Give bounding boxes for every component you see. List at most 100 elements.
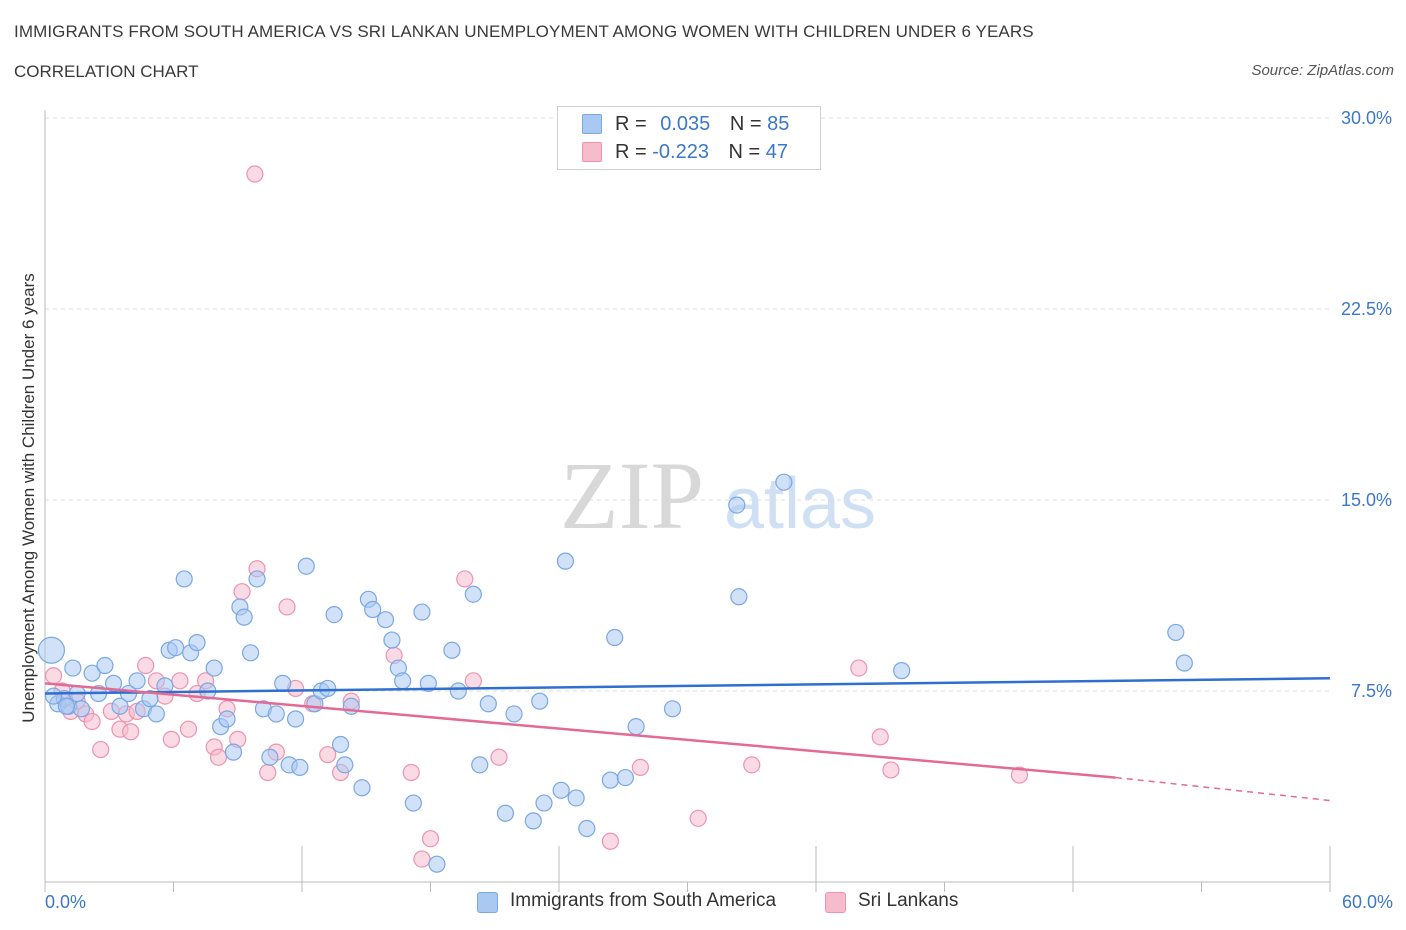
data-point — [556, 552, 575, 570]
data-point — [606, 628, 624, 647]
chart-subtitle: CORRELATION CHART — [14, 62, 199, 81]
data-point — [319, 746, 337, 764]
data-point — [259, 763, 277, 782]
data-point — [631, 758, 649, 777]
data-point — [464, 585, 482, 603]
data-point — [141, 690, 159, 708]
data-point — [601, 832, 620, 850]
trend-lines — [44, 677, 1331, 802]
data-point — [286, 710, 305, 728]
data-point — [137, 656, 155, 675]
data-point — [689, 809, 707, 827]
data-point — [331, 735, 350, 754]
legend-r-value: -0.223 — [652, 141, 709, 163]
data-point — [96, 656, 114, 675]
data-point — [83, 712, 101, 731]
data-point — [179, 720, 198, 738]
data-point — [663, 700, 682, 718]
legend-n-value: 47 — [765, 141, 789, 163]
data-point — [402, 763, 420, 782]
data-point — [524, 812, 542, 830]
data-point — [364, 600, 382, 619]
data-point — [175, 570, 193, 588]
data-point — [471, 756, 489, 774]
data-point — [421, 830, 440, 848]
legend-swatch-blue — [582, 114, 602, 134]
data-point — [404, 794, 422, 812]
data-point — [601, 771, 620, 789]
data-points — [37, 165, 1193, 873]
data-point — [419, 674, 437, 692]
data-point — [743, 756, 761, 774]
x-tick-label: 0.0% — [45, 892, 86, 912]
legend-r-label: R = — [615, 141, 647, 163]
data-point — [730, 588, 748, 606]
data-point — [261, 748, 279, 766]
data-point — [147, 705, 165, 723]
trend-line — [44, 682, 1116, 779]
data-point — [167, 639, 185, 657]
axes — [44, 110, 1331, 892]
data-point — [490, 748, 508, 766]
data-point — [496, 804, 515, 822]
data-point — [728, 496, 746, 514]
data-point — [57, 697, 76, 715]
data-point — [443, 641, 461, 659]
data-point — [267, 705, 285, 723]
data-point — [111, 697, 129, 715]
legend-label: Sri Lankans — [858, 890, 959, 911]
data-point — [428, 855, 446, 873]
watermark: ZIP atlas — [560, 442, 876, 549]
data-point — [319, 679, 337, 698]
data-point — [37, 636, 66, 664]
y-tick-label: 22.5% — [1341, 299, 1392, 319]
data-point — [92, 740, 110, 759]
data-point — [233, 583, 251, 601]
legend-swatch-blue — [477, 892, 498, 913]
data-point — [291, 758, 309, 777]
trend-line — [44, 677, 1331, 695]
data-point — [72, 700, 91, 718]
y-tick-label: 30.0% — [1341, 108, 1392, 128]
data-point — [278, 598, 296, 616]
data-point — [464, 672, 482, 690]
data-point — [567, 789, 585, 807]
data-point — [353, 779, 371, 797]
tick-labels: 7.5% 15.0% 22.5% 30.0% 0.0% 60.0% — [45, 108, 1393, 912]
data-point — [376, 611, 395, 629]
legend-n-label: N = — [729, 113, 762, 135]
y-tick-label: 7.5% — [1351, 681, 1392, 701]
data-point — [325, 605, 343, 624]
watermark-atlas: atlas — [724, 464, 876, 544]
legend-r-label: R = — [615, 113, 647, 135]
data-point — [205, 659, 223, 677]
data-point — [188, 634, 206, 652]
data-point — [871, 728, 889, 746]
data-point — [104, 674, 123, 692]
x-tick-label: 60.0% — [1342, 892, 1393, 912]
y-axis-label: Unemployment Among Women with Children U… — [19, 273, 38, 722]
data-point — [83, 664, 101, 682]
watermark-zip: ZIP — [560, 442, 704, 549]
legend-label: Immigrants from South America — [510, 890, 777, 911]
data-point — [449, 682, 467, 700]
correlation-legend: R = 0.035 N = 85 R = -0.223 N = 47 — [557, 106, 821, 170]
legend-n-value: 85 — [767, 113, 790, 135]
data-point — [394, 672, 412, 690]
data-point — [274, 674, 292, 692]
data-point — [209, 748, 228, 766]
chart-title: IMMIGRANTS FROM SOUTH AMERICA VS SRI LAN… — [14, 22, 1034, 41]
data-point — [44, 687, 63, 705]
data-point — [627, 718, 645, 736]
y-tick-label: 15.0% — [1341, 490, 1392, 510]
data-point — [171, 672, 189, 690]
data-point — [882, 761, 900, 779]
data-point — [218, 710, 236, 728]
data-point — [505, 705, 523, 723]
source-credit: Source: ZipAtlas.com — [1251, 62, 1394, 79]
data-point — [413, 603, 431, 621]
data-point — [64, 659, 82, 677]
legend-swatch-pink — [825, 892, 846, 913]
data-point — [128, 672, 146, 690]
